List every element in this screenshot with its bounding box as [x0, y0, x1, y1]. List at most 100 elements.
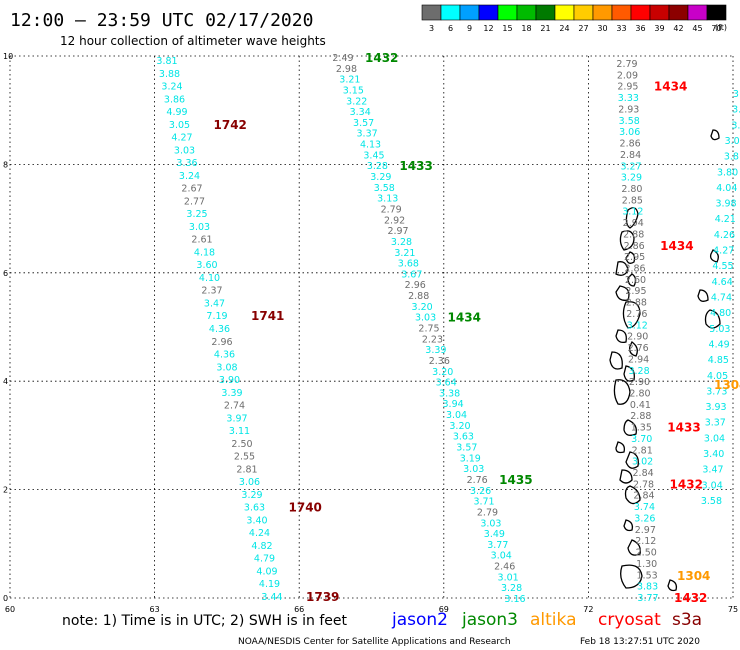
- legend-bin-label: 39: [654, 24, 664, 33]
- swh-value: 3.98: [715, 199, 736, 210]
- swh-value: 2.95: [625, 286, 646, 297]
- swh-value: 2.37: [201, 286, 222, 297]
- page-subtitle: 12 hour collection of altimeter wave hei…: [60, 34, 326, 48]
- swh-value: 2.86: [624, 264, 645, 275]
- swh-value: 3.: [732, 105, 740, 116]
- legend-bin-label: 36: [635, 24, 645, 33]
- lon-tick-label: 63: [150, 605, 160, 614]
- swh-value: 3.80: [717, 167, 738, 178]
- swh-value: 3.26: [470, 486, 491, 497]
- swh-value: 2.94: [623, 218, 644, 229]
- swh-value: 2.09: [617, 70, 638, 81]
- swh-value: 3.37: [357, 129, 378, 140]
- altimeter-tracks: 3.813.883.243.864.993.054.273.033.363.24…: [156, 51, 740, 605]
- swh-value: 2.67: [181, 184, 202, 195]
- pass-time-label: 1434: [448, 311, 481, 325]
- swh-value: 3.25: [186, 209, 207, 220]
- swh-value: 3.39: [425, 345, 446, 356]
- swh-value: 2.86: [624, 241, 645, 252]
- pass-time-label: 1432: [365, 51, 398, 65]
- pass-time-label: 1739: [306, 590, 339, 604]
- lat-tick-label: 2: [3, 486, 8, 495]
- swh-value: 2.77: [184, 196, 205, 207]
- swh-value: 3.8: [724, 152, 739, 163]
- legend-swatch: [421, 4, 442, 21]
- legend-altika: altika: [530, 610, 577, 630]
- pass-time-label: 1434: [654, 80, 687, 94]
- swh-value: 3.38: [439, 388, 460, 399]
- island-outlines: [609, 129, 721, 592]
- swh-value: 2.80: [621, 184, 642, 195]
- legend-bin-label: 33: [616, 24, 626, 33]
- legend-bin-label: 3: [429, 24, 434, 33]
- swh-value: 3.16: [504, 594, 525, 605]
- swh-value: 4.82: [251, 541, 272, 552]
- swh-value: 3.33: [618, 93, 639, 104]
- swh-value: 3.71: [473, 497, 494, 508]
- swh-value: 3.34: [350, 107, 371, 118]
- legend-unit-label: (ft): [715, 23, 727, 32]
- swh-value: 3.45: [363, 150, 384, 161]
- swh-value: 2.85: [622, 195, 643, 206]
- legend-jason3: jason3: [461, 610, 518, 630]
- lon-tick-label: 66: [294, 605, 304, 614]
- swh-value: 3.11: [229, 426, 250, 437]
- swh-value: 3.74: [634, 502, 655, 513]
- legend-bin-label: 9: [467, 24, 472, 33]
- swh-value: 3.63: [453, 432, 474, 443]
- lon-tick-label: 75: [728, 605, 738, 614]
- swh-value: 2.84: [620, 150, 641, 161]
- swh-value: 3.29: [621, 173, 642, 184]
- swh-value: 4.74: [711, 293, 732, 304]
- swh-value: 4.49: [709, 339, 730, 350]
- legend-swatch: [554, 4, 575, 21]
- legend-swatch: [611, 4, 632, 21]
- swh-value: 4.26: [714, 230, 735, 241]
- pass-time-label: 1740: [289, 501, 322, 515]
- swh-value: 3.83: [637, 582, 658, 593]
- swh-value: 3.04: [446, 410, 467, 421]
- swh-value: 3.90: [219, 375, 240, 386]
- legend-swatch: [459, 4, 480, 21]
- swh-value: 1.53: [637, 570, 658, 581]
- swh-value: 2.36: [429, 356, 450, 367]
- swh-value: 2.81: [236, 464, 257, 475]
- swh-value: 2.84: [633, 468, 654, 479]
- swh-value: 3.: [731, 120, 740, 131]
- swh-value: 3.24: [161, 82, 182, 93]
- swh-value: 1.35: [631, 423, 652, 434]
- swh-value: 3.12: [622, 207, 643, 218]
- swh-value: 4.80: [710, 308, 731, 319]
- swh-value: 3.0: [725, 136, 740, 147]
- swh-value: 3.47: [204, 298, 225, 309]
- swh-value: 3.77: [487, 540, 508, 551]
- swh-value: 3.37: [705, 418, 726, 429]
- swh-value: 3.47: [702, 465, 723, 476]
- swh-value: 3.49: [484, 529, 505, 540]
- swh-value: 4.36: [214, 350, 235, 361]
- swh-value: 3.94: [443, 399, 464, 410]
- swh-value: 3.19: [460, 453, 481, 464]
- swh-value: 2.94: [628, 354, 649, 365]
- swh-value: 3.67: [401, 269, 422, 280]
- swh-value: 3.63: [244, 503, 265, 514]
- swh-value: 3.04: [491, 551, 512, 562]
- swh-value: 4.21: [715, 214, 736, 225]
- pass-time-label: 1433: [399, 159, 432, 173]
- swh-value: 3.58: [374, 183, 395, 194]
- swh-value: 3.02: [632, 457, 653, 468]
- swh-value: 3.28: [628, 366, 649, 377]
- swh-value: 3.04: [704, 433, 725, 444]
- swh-value: 3.88: [159, 69, 180, 80]
- footer-note: note: 1) Time is in UTC; 2) SWH is in fe…: [62, 613, 348, 629]
- swh-value: 7.19: [206, 311, 227, 322]
- axis-tick-labels: 60 0 63 2 66 4 69 6 72 8 75 10: [3, 52, 738, 614]
- swh-value: 3.05: [169, 120, 190, 131]
- pass-time-label: 1304: [677, 569, 710, 583]
- pass-time-label: 1742: [214, 118, 247, 132]
- swh-value: 3.29: [370, 172, 391, 183]
- legend-swatch: [592, 4, 613, 21]
- legend-swatch: [706, 4, 727, 21]
- lat-tick-label: 0: [3, 594, 8, 603]
- legend-bin-label: 70: [711, 24, 721, 33]
